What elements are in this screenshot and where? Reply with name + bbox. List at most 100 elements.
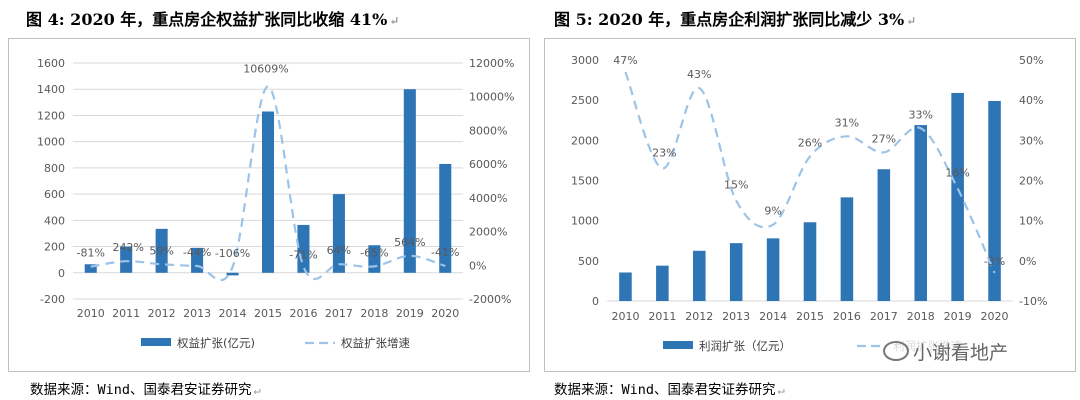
data-label: 15% [724, 179, 748, 192]
y-right-tick-label: 10000% [469, 91, 514, 104]
bar [155, 228, 168, 273]
data-label: 27% [872, 132, 896, 145]
bar [877, 169, 891, 301]
bar [729, 243, 743, 301]
bar [656, 265, 669, 301]
chart-1: -200 0 200 400 600 800 1000 1200 1400 1600 -2000% 0… [37, 57, 514, 350]
y-right-tick-label: 8000% [469, 124, 507, 137]
data-label: -81% [77, 247, 105, 260]
x-tick-label: 2013 [183, 307, 211, 320]
chart-1-frame: -200 0 200 400 600 800 1000 1200 1400 1600 -2000% 0… [8, 38, 530, 372]
x-tick-label: 2011 [648, 310, 676, 323]
y-right-tick-label: -10% [1019, 295, 1047, 308]
bar [332, 194, 345, 273]
bar [951, 92, 964, 301]
bar [840, 197, 854, 301]
y-left-tick-label: 1400 [37, 83, 65, 96]
x-tick-label: 2014 [759, 310, 787, 323]
y-left-tick-label: 800 [44, 162, 65, 175]
data-label: -65% [360, 246, 388, 259]
bar [766, 238, 780, 301]
x-tick-label: 2017 [325, 307, 353, 320]
y-left-tick-label: 2000 [571, 134, 599, 147]
legend-line-label: 权益扩张增速 [341, 336, 410, 350]
bar [403, 89, 416, 273]
data-label: 10609% [243, 62, 288, 75]
chart-2: 0 500 1000 1500 2000 2500 3000 -10% 0% 10% 20% 30% 4… [571, 54, 1047, 353]
y-left-tick-label: 500 [578, 255, 599, 268]
bar [692, 250, 706, 301]
y-right-tick-label: 30% [1019, 134, 1043, 147]
bar [914, 125, 928, 301]
y-right-tick-label: 0% [1019, 255, 1036, 268]
y-left-tick-label: 0 [592, 295, 599, 308]
data-label: -3% [984, 255, 1005, 268]
bar [803, 222, 817, 301]
x-tick-label: 2018 [360, 307, 388, 320]
x-tick-label: 2020 [981, 310, 1009, 323]
figure-4-source: 数据来源：Wind、国泰君安证券研究 ↵ [30, 382, 261, 398]
y-left-tick-label: 400 [44, 214, 65, 227]
y-left-tick-label: 1200 [37, 109, 65, 122]
bar [120, 246, 133, 273]
y-right-tick-label: 20% [1019, 175, 1043, 188]
legend-bar-swatch [663, 341, 693, 349]
x-tick-label: 2010 [77, 307, 105, 320]
data-label: -71% [289, 248, 317, 261]
x-tick-label: 2012 [148, 307, 176, 320]
y-right-tick-label: 12000% [469, 57, 514, 70]
figure-5-source: 数据来源：Wind、国泰君安证券研究 ↵ [554, 382, 785, 398]
y-left-tick-label: 1600 [37, 57, 65, 70]
x-tick-label: 2010 [611, 310, 639, 323]
growth-line [624, 71, 996, 274]
legend-bar-swatch [141, 338, 171, 346]
x-tick-label: 2014 [219, 307, 247, 320]
data-label: 59% [149, 244, 173, 257]
y-right-tick-label: 4000% [469, 192, 507, 205]
x-tick-label: 2020 [431, 307, 459, 320]
x-tick-label: 2015 [796, 310, 824, 323]
x-tick-label: 2015 [254, 307, 282, 320]
y-left-tick-label: 600 [44, 188, 65, 201]
figure-5-title: 图 5: 2020 年，重点房企利润扩张同比减少 3% ↵ [554, 10, 917, 29]
y-left-tick-label: 1000 [571, 215, 599, 228]
data-label: 9% [764, 205, 781, 218]
y-right-tick-label: 50% [1019, 54, 1043, 67]
chart-2-frame: 0 500 1000 1500 2000 2500 3000 -10% 0% 10% 20% 30% 4… [544, 38, 1076, 372]
x-tick-label: 2012 [685, 310, 713, 323]
data-label: 564% [394, 236, 425, 249]
y-left-tick-label: 2500 [571, 94, 599, 107]
data-label: -41% [431, 246, 459, 259]
legend-bar-label: 利润扩张（亿元） [699, 339, 791, 353]
x-tick-label: 2013 [722, 310, 750, 323]
y-right-tick-label: 2000% [469, 226, 507, 239]
legend-bar-label: 权益扩张(亿元) [177, 336, 255, 350]
y-left-tick-label: 1500 [571, 175, 599, 188]
x-tick-label: 2017 [870, 310, 898, 323]
bar [988, 100, 1001, 301]
wechat-icon [883, 341, 909, 361]
data-label: 64% [327, 244, 351, 257]
data-label: 31% [835, 116, 859, 129]
y-left-tick-label: 0 [58, 267, 65, 280]
x-tick-label: 2016 [289, 307, 317, 320]
data-label: 33% [909, 108, 933, 121]
y-left-tick-label: 1000 [37, 136, 65, 149]
bar [439, 163, 452, 273]
bar [226, 272, 239, 276]
y-left-tick-label: -200 [40, 293, 65, 306]
figure-4-title: 图 4: 2020 年，重点房企权益扩张同比收缩 41% ↵ [26, 10, 400, 29]
data-label: -106% [215, 247, 250, 260]
data-label: -44% [183, 246, 211, 259]
y-left-tick-label: 3000 [571, 54, 599, 67]
growth-line [90, 85, 446, 282]
y-right-tick-label: 6000% [469, 158, 507, 171]
x-tick-label: 2011 [112, 307, 140, 320]
y-right-tick-label: 40% [1019, 94, 1043, 107]
x-tick-label: 2019 [396, 307, 424, 320]
x-tick-label: 2016 [833, 310, 861, 323]
bar [261, 111, 275, 273]
bar [619, 272, 632, 301]
data-label: 47% [613, 54, 637, 67]
x-tick-label: 2018 [907, 310, 935, 323]
